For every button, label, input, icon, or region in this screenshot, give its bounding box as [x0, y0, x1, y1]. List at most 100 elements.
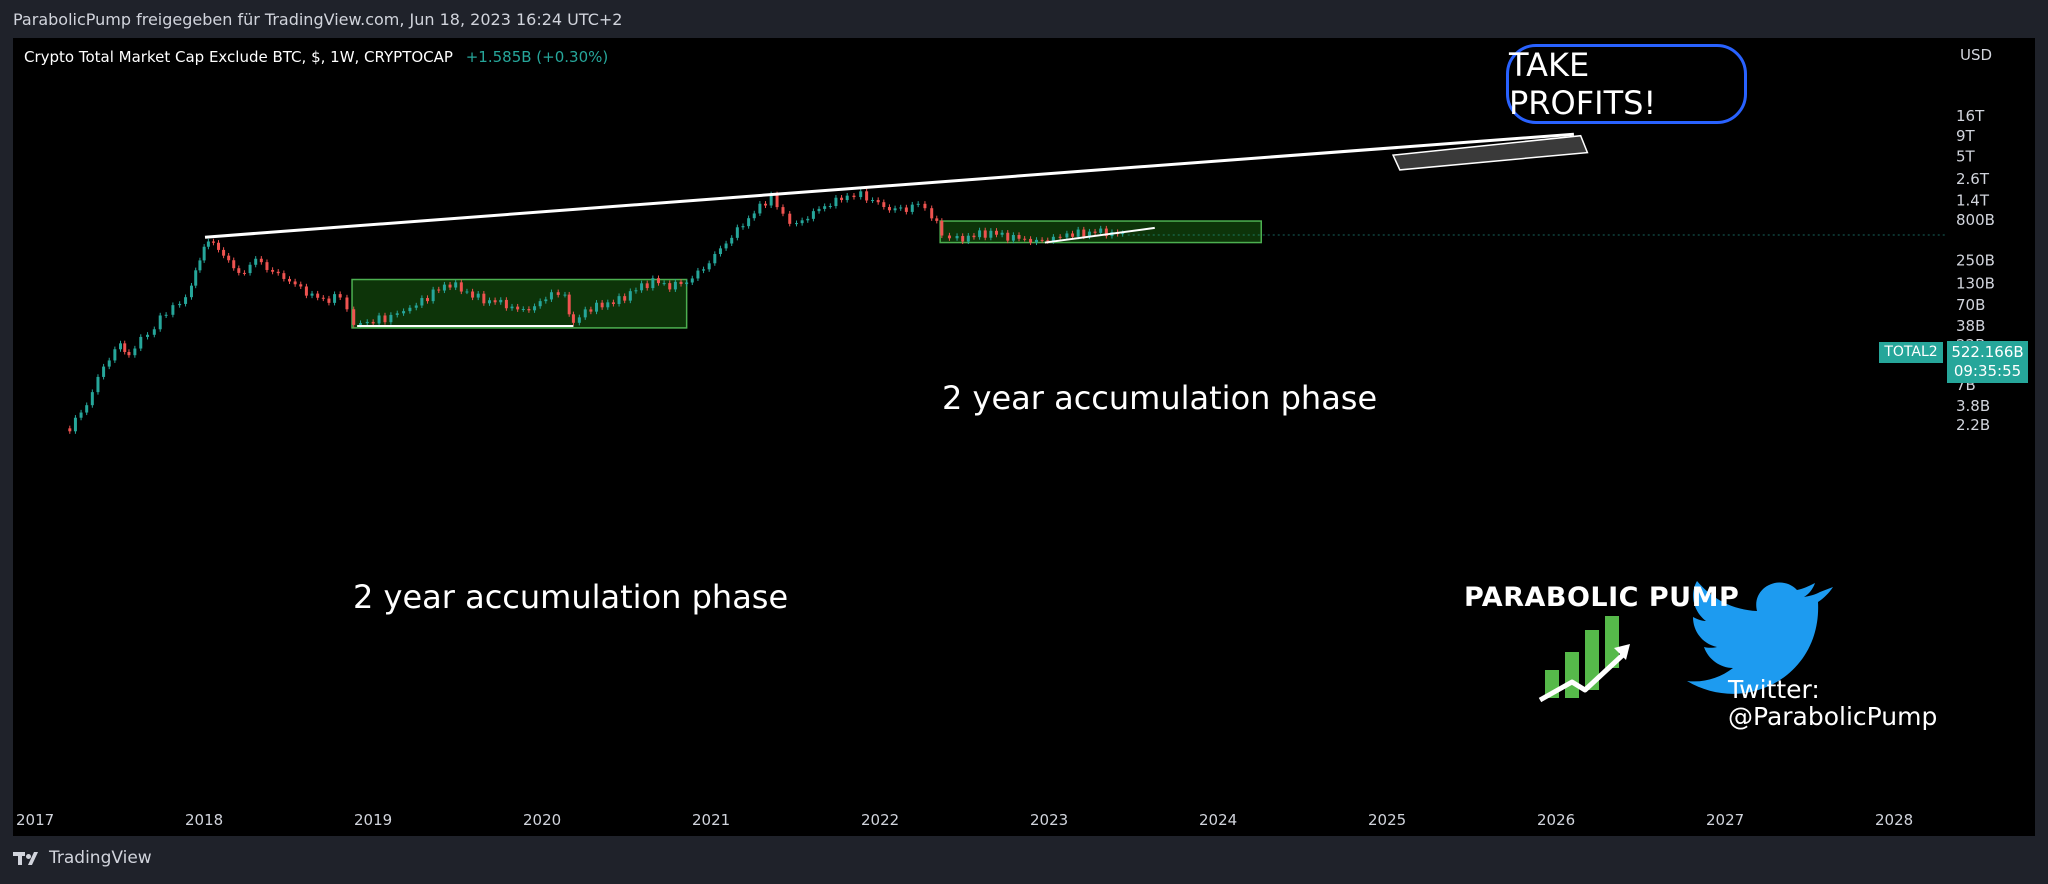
- candle-body: [769, 194, 773, 206]
- candle-body: [930, 208, 934, 219]
- candle-body: [595, 302, 599, 312]
- candle-body: [476, 293, 480, 298]
- y-tick-label: 16T: [1956, 107, 1985, 125]
- x-tick-label: 2026: [1537, 811, 1575, 829]
- logo-bar: [1605, 616, 1619, 668]
- chart-area[interactable]: [13, 38, 2035, 836]
- candle-body: [202, 246, 206, 261]
- candle-body: [1000, 232, 1004, 235]
- candle-body: [232, 260, 236, 269]
- attribution-bar: ParabolicPump freigegeben für TradingVie…: [0, 0, 2048, 38]
- candle-body: [189, 285, 193, 298]
- candle-body: [811, 211, 815, 219]
- candle-body: [696, 270, 700, 279]
- candle-body: [840, 197, 844, 201]
- candle-body: [327, 298, 331, 303]
- candle-body: [211, 241, 215, 243]
- candle-body: [487, 300, 491, 304]
- candle-body: [493, 300, 497, 303]
- candle-body: [184, 297, 188, 304]
- candle-body: [248, 264, 252, 274]
- tradingview-icon: [13, 850, 43, 866]
- candle-body: [158, 315, 162, 330]
- candle-body: [966, 235, 970, 242]
- twitter-bird-icon: [1687, 581, 1833, 694]
- candle-body: [904, 207, 908, 212]
- x-tick-label: 2024: [1199, 811, 1237, 829]
- candle-body: [73, 417, 77, 432]
- tradingview-logo[interactable]: TradingView: [13, 848, 152, 868]
- candle-body: [133, 348, 137, 356]
- candle-body: [567, 294, 571, 315]
- candle-body: [352, 309, 356, 325]
- candle-body: [499, 299, 503, 303]
- candle-body: [119, 343, 122, 350]
- candle-body: [978, 230, 982, 238]
- candle-body: [923, 203, 927, 209]
- y-tick-label: 70B: [1956, 296, 1985, 314]
- symbol-title[interactable]: Crypto Total Market Cap Exclude BTC, $, …: [24, 48, 608, 66]
- candle-body: [482, 293, 486, 304]
- candle-body: [617, 296, 621, 304]
- candle-body: [123, 343, 127, 352]
- candle-body: [152, 329, 156, 335]
- candle-body: [775, 194, 779, 208]
- candle-body: [265, 262, 269, 270]
- x-tick-label: 2028: [1875, 811, 1913, 829]
- candle-body: [206, 241, 210, 247]
- candle-body: [823, 206, 827, 209]
- resistance-trendline: [204, 132, 1575, 239]
- candle-body: [79, 412, 83, 418]
- candle-body: [426, 298, 430, 302]
- candle-body: [1006, 232, 1010, 241]
- candle-body: [865, 191, 869, 201]
- symbol-name: Crypto Total Market Cap Exclude BTC, $, …: [24, 48, 453, 66]
- candle-body: [747, 218, 751, 227]
- candle-body: [845, 195, 849, 201]
- candle-body: [85, 405, 89, 413]
- candle-body: [1065, 233, 1069, 238]
- candle-body: [685, 282, 689, 285]
- candle-body: [178, 303, 182, 306]
- last-price-tag: 522.166B 09:35:55: [1947, 341, 2028, 383]
- candle-body: [510, 306, 514, 309]
- candle-body: [90, 392, 94, 406]
- y-tick-label: 2.2B: [1956, 416, 1990, 434]
- candle-body: [940, 220, 944, 236]
- candle-body: [1076, 229, 1080, 237]
- candle-body: [1046, 240, 1050, 242]
- candle-body: [414, 305, 418, 308]
- candle-body: [600, 302, 604, 308]
- take-profits-callout: TAKE PROFITS!: [1506, 44, 1747, 124]
- candle-body: [1023, 238, 1027, 240]
- candle-body: [242, 272, 246, 274]
- candle-body: [222, 249, 226, 256]
- candle-body: [304, 286, 308, 296]
- x-tick-label: 2020: [523, 811, 561, 829]
- candle-body: [408, 307, 412, 312]
- y-tick-label: 250B: [1956, 252, 1995, 270]
- candle-body: [437, 289, 441, 291]
- candle-body: [527, 309, 531, 311]
- candle-body: [871, 200, 875, 202]
- candle-body: [724, 243, 728, 249]
- candle-body: [333, 294, 337, 303]
- candle-body: [859, 191, 863, 198]
- candle-body: [1017, 234, 1021, 239]
- price-change: +1.585B (+0.30%): [465, 48, 609, 66]
- candle-body: [459, 282, 463, 292]
- candle-body: [583, 309, 587, 318]
- candle-body: [254, 258, 258, 265]
- candle-body: [282, 273, 286, 279]
- candle-body: [227, 255, 231, 261]
- candle-body: [679, 281, 683, 285]
- candle-body: [395, 313, 399, 315]
- currency-label: USD: [1960, 46, 1992, 64]
- candle-body: [389, 314, 393, 323]
- candle-body: [828, 206, 832, 208]
- y-tick-label: 2.6T: [1956, 170, 1990, 188]
- candle-body: [1011, 234, 1015, 241]
- candle-body: [293, 281, 297, 285]
- candle-body: [310, 293, 314, 296]
